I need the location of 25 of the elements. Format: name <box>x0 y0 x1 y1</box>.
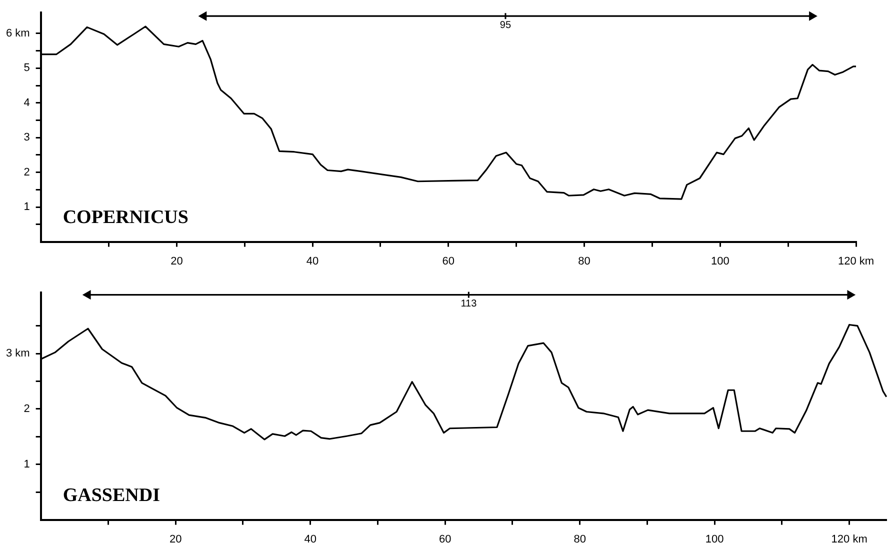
x-tick-label: 20 <box>170 255 183 268</box>
annotation: 113 <box>460 298 478 310</box>
x-tick-label: 60 <box>442 255 455 268</box>
annotation: 95 <box>500 20 512 31</box>
y-tick-label: 6 km <box>6 27 30 40</box>
x-tick-label: 40 <box>306 255 319 268</box>
x-tick-label: 120 km <box>831 533 868 546</box>
y-tick-label: 5 <box>24 62 30 74</box>
x-tick-label: 80 <box>574 533 586 546</box>
y-tick-label: 3 km <box>6 348 30 360</box>
y-tick-label: 4 <box>24 96 30 109</box>
x-tick-label: 120 km <box>838 255 874 268</box>
x-tick-label: 80 <box>578 255 590 268</box>
y-tick-label: 3 <box>24 132 30 144</box>
annotation: COPERNICUS <box>62 207 188 228</box>
x-tick-label: 100 <box>710 255 730 268</box>
y-tick-label: 2 <box>24 166 30 178</box>
annotation: GASSENDI <box>62 485 160 506</box>
y-tick-label: 1 <box>24 458 30 470</box>
y-tick-label: 1 <box>24 201 30 214</box>
x-tick-label: 60 <box>438 533 452 546</box>
x-tick-label: 20 <box>169 533 182 546</box>
x-tick-label: 100 <box>705 533 724 546</box>
x-tick-label: 40 <box>304 533 316 546</box>
y-tick-label: 2 <box>24 403 30 415</box>
